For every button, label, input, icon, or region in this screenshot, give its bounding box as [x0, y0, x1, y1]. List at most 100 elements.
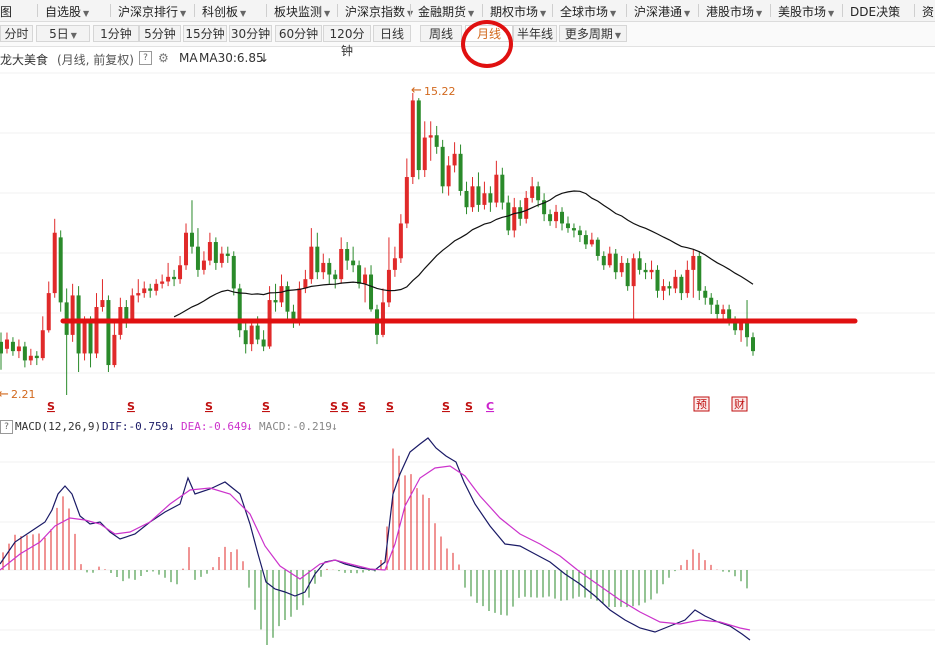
- candle[interactable]: [207, 232, 212, 266]
- candle[interactable]: [357, 260, 362, 289]
- candle[interactable]: [446, 156, 451, 196]
- candle[interactable]: [386, 237, 391, 308]
- candle[interactable]: [691, 248, 696, 298]
- nav-item-9[interactable]: 沪深港通 ▼: [634, 3, 690, 20]
- nav-item-4[interactable]: 板块监测 ▼: [274, 3, 330, 20]
- candle[interactable]: [10, 337, 15, 356]
- candle[interactable]: [524, 190, 529, 224]
- candle[interactable]: [315, 232, 320, 280]
- candle[interactable]: [583, 230, 588, 249]
- period-button-12[interactable]: 更多周期 ▼: [559, 25, 627, 42]
- candle[interactable]: [721, 304, 726, 319]
- candle[interactable]: [213, 237, 218, 270]
- candle[interactable]: [28, 348, 33, 366]
- candle[interactable]: [100, 279, 105, 312]
- period-button-5[interactable]: 30分钟: [229, 25, 272, 42]
- candle[interactable]: [577, 225, 582, 243]
- candle[interactable]: [94, 293, 99, 359]
- period-button-3[interactable]: 5分钟: [139, 25, 181, 42]
- candle[interactable]: [661, 279, 666, 301]
- period-button-11[interactable]: 半年线: [513, 25, 557, 42]
- candle[interactable]: [52, 218, 57, 298]
- candle[interactable]: [619, 255, 624, 277]
- candle[interactable]: [285, 281, 290, 319]
- nav-item-13[interactable]: 资: [922, 3, 934, 20]
- candle[interactable]: [0, 332, 3, 370]
- candle[interactable]: [243, 320, 248, 354]
- candle[interactable]: [709, 293, 714, 314]
- candle[interactable]: [440, 139, 445, 194]
- candle[interactable]: [512, 197, 517, 238]
- candle[interactable]: [112, 323, 117, 368]
- candle[interactable]: [124, 300, 129, 328]
- candle[interactable]: [410, 93, 415, 184]
- candle[interactable]: [751, 332, 755, 356]
- candle[interactable]: [195, 228, 200, 277]
- candle[interactable]: [375, 304, 379, 345]
- nav-item-1[interactable]: 自选股 ▼: [45, 3, 89, 20]
- candle[interactable]: [363, 267, 368, 303]
- candle[interactable]: [148, 283, 153, 298]
- candle[interactable]: [201, 251, 206, 275]
- candle[interactable]: [607, 246, 612, 268]
- s-marker[interactable]: S: [47, 400, 55, 413]
- candle[interactable]: [470, 177, 475, 212]
- candle[interactable]: [309, 228, 314, 284]
- candle[interactable]: [422, 121, 427, 178]
- candle[interactable]: [327, 258, 332, 284]
- candle[interactable]: [351, 246, 356, 273]
- candle[interactable]: [106, 295, 111, 373]
- s-marker[interactable]: S: [262, 400, 270, 413]
- period-button-1[interactable]: 5日 ▼: [36, 25, 90, 42]
- candle[interactable]: [46, 281, 51, 333]
- candle[interactable]: [679, 274, 684, 301]
- s-marker[interactable]: S: [127, 400, 135, 413]
- candle[interactable]: [667, 281, 672, 296]
- candle[interactable]: [392, 246, 397, 277]
- s-marker[interactable]: S: [330, 400, 338, 413]
- candle[interactable]: [22, 341, 27, 368]
- candle[interactable]: [476, 172, 481, 212]
- candle[interactable]: [631, 253, 636, 319]
- candle[interactable]: [231, 251, 236, 296]
- candle[interactable]: [219, 246, 224, 268]
- period-button-4[interactable]: 15分钟: [183, 25, 227, 42]
- candle[interactable]: [548, 209, 553, 226]
- candle[interactable]: [637, 251, 642, 275]
- nav-item-5[interactable]: 沪深京指数▼: [345, 3, 413, 20]
- candle[interactable]: [142, 281, 147, 298]
- candle[interactable]: [339, 237, 344, 284]
- candle[interactable]: [703, 286, 708, 305]
- candle[interactable]: [82, 316, 87, 361]
- candle[interactable]: [249, 318, 254, 352]
- candle[interactable]: [58, 230, 63, 312]
- candle[interactable]: [601, 251, 606, 270]
- c-marker[interactable]: C: [486, 400, 494, 413]
- nav-item-2[interactable]: 沪深京排行 ▼: [118, 3, 186, 20]
- candle[interactable]: [166, 262, 171, 287]
- s-marker[interactable]: S: [205, 400, 213, 413]
- nav-item-11[interactable]: 美股市场 ▼: [778, 3, 834, 20]
- candle[interactable]: [172, 269, 177, 287]
- candle[interactable]: [380, 288, 385, 338]
- candle[interactable]: [452, 142, 457, 173]
- macd-help-icon[interactable]: ?: [0, 420, 13, 434]
- period-button-2[interactable]: 1分钟: [93, 25, 139, 42]
- candle[interactable]: [673, 269, 678, 294]
- candle[interactable]: [655, 265, 660, 298]
- candle[interactable]: [649, 260, 654, 280]
- nav-item-8[interactable]: 全球市场 ▼: [560, 3, 616, 20]
- candle[interactable]: [70, 283, 75, 342]
- candle[interactable]: [643, 262, 648, 280]
- candle[interactable]: [416, 98, 421, 180]
- candle[interactable]: [542, 193, 547, 222]
- candle[interactable]: [40, 316, 45, 361]
- candle[interactable]: [237, 283, 242, 338]
- candle[interactable]: [554, 204, 559, 229]
- nav-item-6[interactable]: 金融期货 ▼: [418, 3, 474, 20]
- candle[interactable]: [625, 258, 630, 291]
- candle[interactable]: [225, 246, 230, 263]
- candle[interactable]: [458, 144, 463, 196]
- preview-badge[interactable]: 预: [693, 396, 710, 412]
- s-marker[interactable]: S: [341, 400, 349, 413]
